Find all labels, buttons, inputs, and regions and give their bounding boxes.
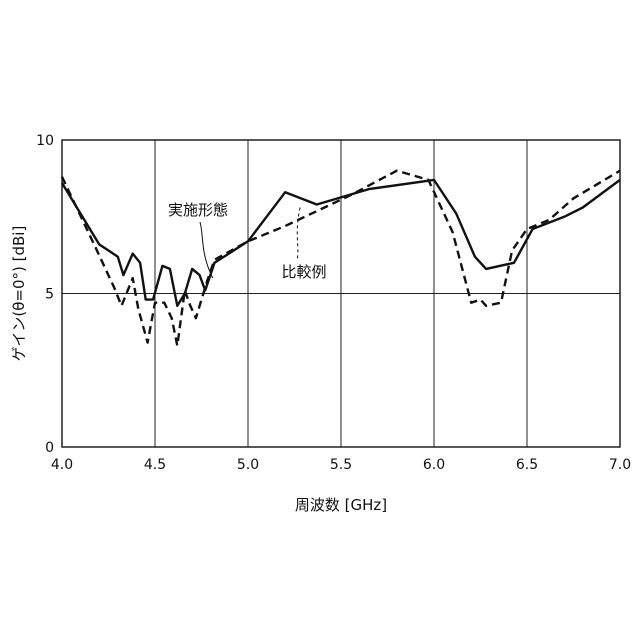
y-tick-label: 0 (45, 440, 54, 456)
x-tick-label: 6.5 (516, 457, 538, 473)
x-tick-label: 6.0 (423, 457, 445, 473)
x-tick-label: 4.5 (144, 457, 166, 473)
y-tick-label: 10 (36, 133, 54, 149)
annotation-comparison-leader (297, 208, 300, 261)
y-tick-label: 5 (45, 287, 54, 303)
annotation-embodiment-label: 実施形態 (168, 201, 228, 219)
annotation-comparison-label: 比較例 (281, 263, 326, 281)
x-tick-label: 4.0 (51, 457, 73, 473)
y-axis-title: ゲイン(θ=0°) [dBi] (10, 226, 28, 362)
x-tick-label: 5.0 (237, 457, 259, 473)
x-tick-label: 7.0 (609, 457, 631, 473)
tick-labels: 4.0 4.5 5.0 5.5 6.0 6.5 7.0 0 5 10 (36, 133, 631, 473)
x-tick-label: 5.5 (330, 457, 352, 473)
x-axis-title: 周波数 [GHz] (295, 496, 387, 514)
